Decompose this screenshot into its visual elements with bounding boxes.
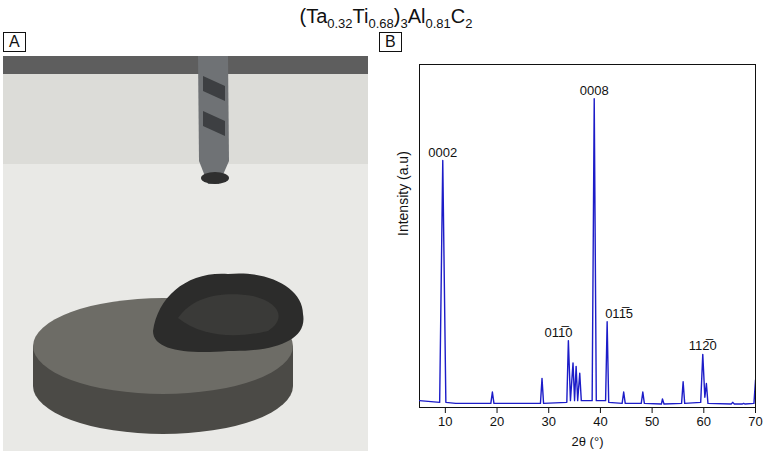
svg-text:0008: 0008	[580, 83, 609, 98]
svg-text:50: 50	[645, 414, 659, 429]
svg-text:20: 20	[490, 414, 504, 429]
html-text:(Ta0.32Ti0.68)3Al0.81C2: (Ta0.32Ti0.68)3Al0.81C2	[299, 5, 473, 31]
svg-text:Intensity (a.u): Intensity (a.u)	[395, 151, 411, 236]
svg-text:70: 70	[748, 414, 762, 429]
svg-text:10: 10	[438, 414, 452, 429]
svg-text:40: 40	[593, 414, 607, 429]
svg-text:0002: 0002	[428, 145, 457, 160]
svg-text:011̅5: 011̅5	[605, 306, 633, 321]
html-text:B: B	[385, 33, 396, 50]
svg-text:2θ (°): 2θ (°)	[572, 434, 604, 449]
svg-text:112̅0: 112̅0	[689, 338, 717, 353]
html-text:A: A	[9, 33, 20, 50]
svg-text:60: 60	[697, 414, 711, 429]
svg-text:011̅0: 011̅0	[544, 325, 572, 340]
svg-text:30: 30	[541, 414, 555, 429]
